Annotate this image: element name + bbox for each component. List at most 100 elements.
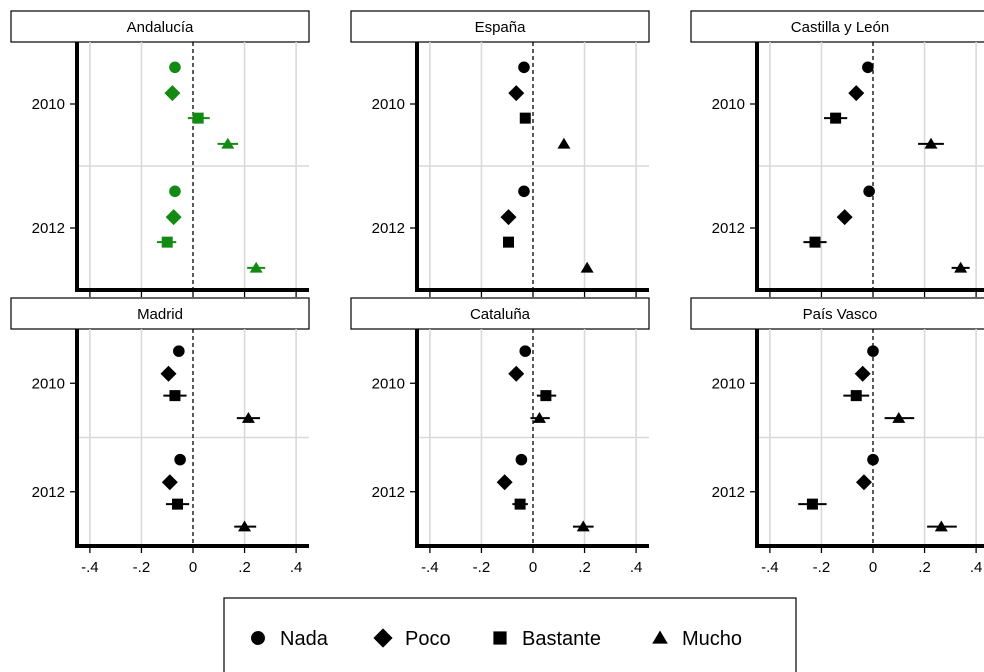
panel-title: País Vasco	[803, 306, 878, 323]
panel-país-vasco: País Vasco -.4 -.2 0 .2 .4 2010 2012	[690, 297, 984, 576]
panel-title: Madrid	[137, 306, 183, 323]
legend-box	[223, 597, 797, 672]
data-point-nada	[169, 185, 181, 198]
legend-label-mucho: Mucho	[682, 628, 742, 650]
data-point-bastante	[850, 390, 862, 402]
panel-title-box	[690, 10, 984, 43]
data-point-mucho	[557, 137, 571, 149]
panel-cataluña: Cataluña -.4 -.2 0 .2 .4 2010 2012	[350, 297, 650, 576]
data-point-nada	[867, 453, 879, 466]
data-point-nada	[863, 185, 875, 198]
x-tick-label: .4	[630, 559, 643, 576]
data-point-bastante	[161, 236, 173, 248]
data-point-mucho	[580, 261, 594, 273]
data-point-mucho	[924, 137, 938, 149]
data-point-nada	[518, 185, 530, 198]
x-tick-label: -.4	[81, 559, 99, 576]
y-tick-label: 2010	[32, 96, 65, 113]
y-tick-label: 2010	[712, 96, 745, 113]
x-tick-label: -.2	[473, 559, 491, 576]
x-tick-label: .4	[290, 559, 303, 576]
y-tick-label: 2010	[712, 375, 745, 392]
x-tick-label: -.4	[761, 559, 779, 576]
data-point-poco	[508, 85, 525, 102]
data-point-mucho	[576, 520, 590, 532]
data-point-mucho	[954, 261, 968, 273]
data-point-bastante	[830, 112, 842, 124]
data-point-nada	[518, 61, 530, 74]
legend-marker-nada	[251, 631, 265, 645]
panel-madrid: Madrid -.4 -.2 0 .2 .4 2010 2012	[10, 297, 310, 576]
legend-label-bastante: Bastante	[522, 628, 601, 650]
data-point-bastante	[169, 390, 181, 402]
legend: Nada Poco Bastante Mucho	[223, 597, 797, 672]
x-tick-label: .2	[578, 559, 591, 576]
data-point-nada	[519, 345, 532, 357]
panel-title-box	[350, 10, 650, 43]
data-point-mucho	[532, 411, 546, 423]
data-point-nada	[174, 453, 186, 466]
legend-marker-bastante	[493, 631, 507, 645]
x-tick-label: -.2	[133, 559, 151, 576]
panel-title: Andalucía	[127, 19, 194, 36]
panel-title-box	[350, 297, 650, 330]
data-point-nada	[862, 61, 874, 74]
x-tick-label: 0	[189, 559, 197, 576]
data-point-nada	[173, 345, 185, 357]
data-point-nada	[515, 453, 528, 466]
data-point-bastante	[540, 390, 552, 402]
panel-title: España	[475, 19, 527, 36]
y-tick-label: 2010	[372, 96, 405, 113]
data-point-poco	[854, 365, 871, 382]
data-point-poco	[836, 209, 853, 226]
data-point-poco	[160, 365, 177, 382]
y-tick-label: 2010	[372, 375, 405, 392]
data-point-poco	[848, 85, 865, 102]
data-point-bastante	[519, 112, 531, 124]
data-point-bastante	[503, 236, 515, 248]
legend-label-poco: Poco	[405, 628, 451, 650]
y-tick-label: 2012	[32, 220, 65, 237]
data-point-bastante	[809, 236, 821, 248]
y-tick-label: 2010	[32, 375, 65, 392]
panel-title: Cataluña	[470, 306, 531, 323]
x-tick-label: 0	[529, 559, 537, 576]
x-tick-label: -.2	[813, 559, 831, 576]
panel-title-box	[10, 297, 310, 330]
y-tick-label: 2012	[712, 484, 745, 501]
data-point-poco	[161, 474, 178, 491]
data-point-bastante	[806, 498, 818, 510]
panel-title-box	[10, 10, 310, 43]
data-point-nada	[169, 61, 181, 74]
data-point-poco	[500, 209, 517, 226]
data-point-poco	[164, 85, 181, 102]
panel-title: Castilla y León	[791, 19, 889, 36]
legend-marker-poco	[373, 628, 393, 648]
data-point-poco	[165, 209, 182, 226]
data-point-poco	[855, 474, 872, 491]
x-tick-label: 0	[869, 559, 877, 576]
legend-label-nada: Nada	[280, 628, 329, 650]
data-point-mucho	[221, 137, 235, 149]
data-point-bastante	[172, 498, 184, 510]
x-tick-label: -.4	[421, 559, 439, 576]
x-tick-label: .2	[918, 559, 931, 576]
data-point-mucho	[892, 411, 906, 423]
y-tick-label: 2012	[372, 220, 405, 237]
data-point-mucho	[249, 261, 263, 273]
data-point-mucho	[241, 411, 255, 423]
x-tick-label: .4	[970, 559, 983, 576]
data-point-mucho	[238, 520, 252, 532]
legend-marker-mucho	[652, 630, 668, 644]
data-point-bastante	[514, 498, 526, 510]
y-tick-label: 2012	[372, 484, 405, 501]
x-tick-label: .2	[238, 559, 251, 576]
y-tick-label: 2012	[712, 220, 745, 237]
data-point-bastante	[192, 112, 204, 124]
data-point-mucho	[934, 520, 948, 532]
data-point-poco	[508, 365, 525, 382]
